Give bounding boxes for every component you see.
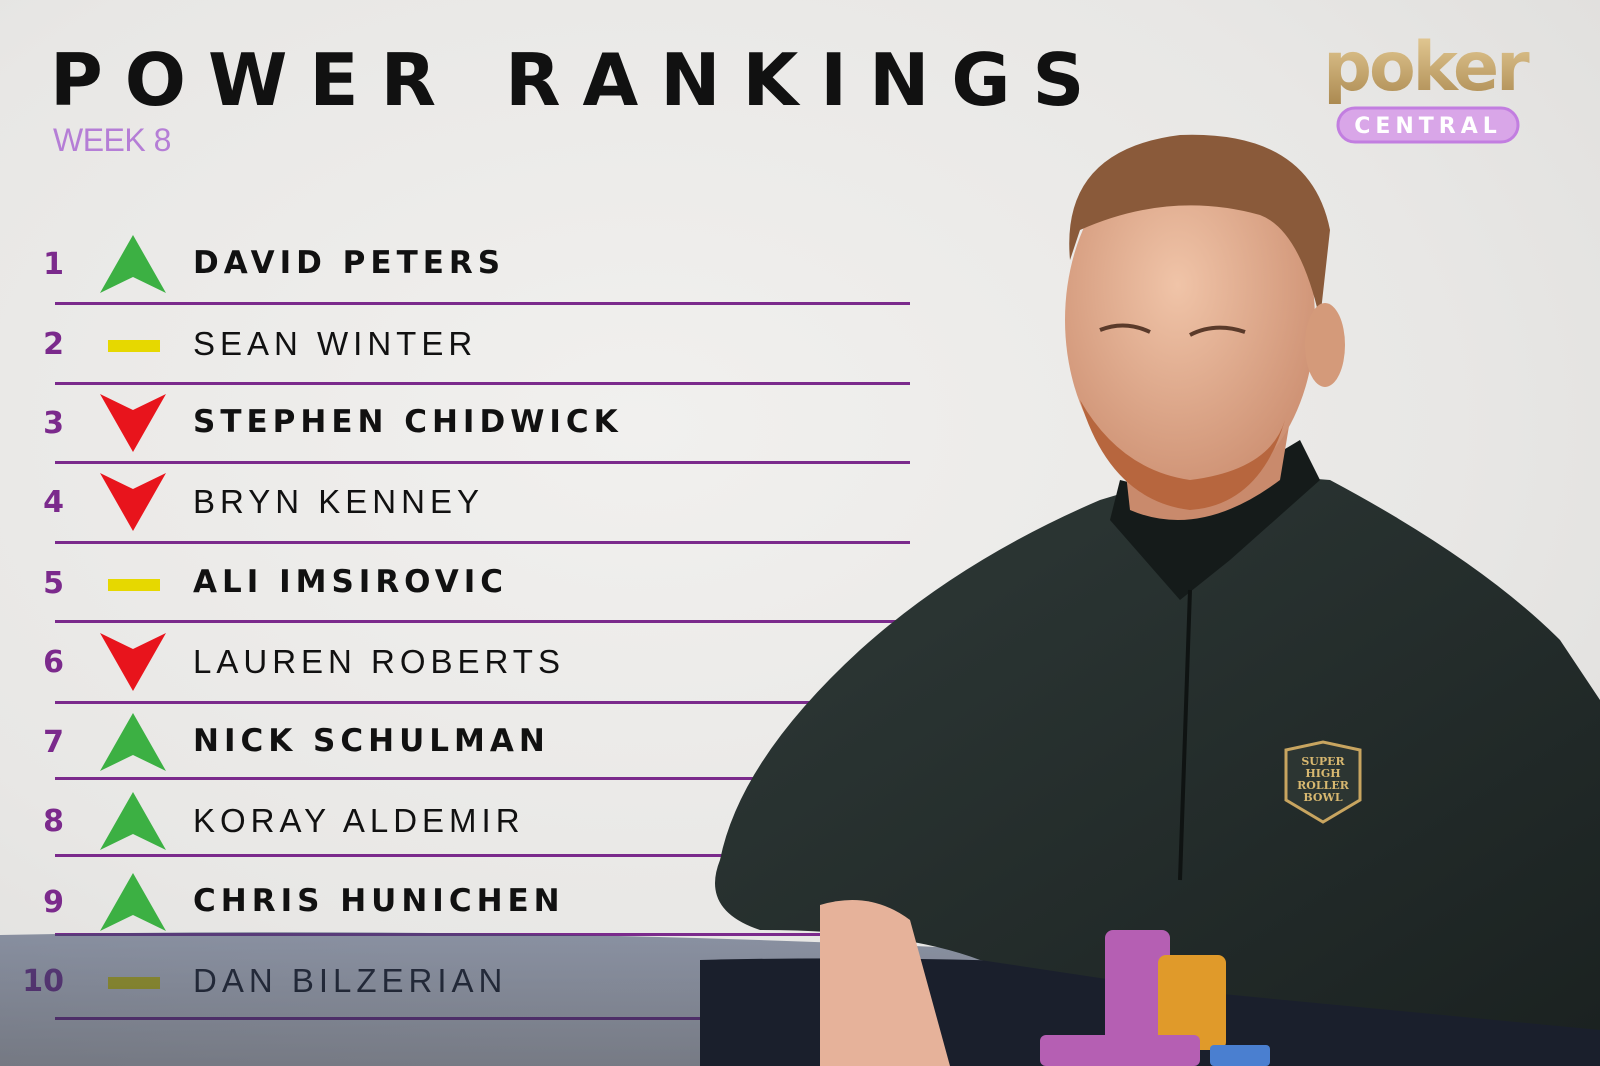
page-title: POWER RANKINGS xyxy=(50,38,1107,122)
row-divider xyxy=(55,1017,910,1020)
player-name: CHRIS HUNICHEN xyxy=(193,883,565,919)
rank-number: 3 xyxy=(43,406,64,441)
player-name: BRYN KENNEY xyxy=(193,483,484,520)
player-name: DAN BILZERIAN xyxy=(193,962,508,999)
row-divider xyxy=(55,541,910,544)
up-arrow-icon xyxy=(100,792,166,850)
row-divider xyxy=(55,854,910,857)
player-name: SEAN WINTER xyxy=(193,325,478,362)
up-arrow-icon xyxy=(100,235,166,293)
rank-number: 8 xyxy=(43,804,64,839)
player-name: LAUREN ROBERTS xyxy=(193,643,565,680)
row-divider xyxy=(55,933,910,936)
rank-number: 9 xyxy=(43,885,64,920)
svg-text:poker: poker xyxy=(1323,28,1530,107)
down-arrow-icon xyxy=(100,633,166,691)
no-change-dash-icon xyxy=(108,340,160,352)
rank-number: 5 xyxy=(43,566,64,601)
ranking-row: 6 LAUREN ROBERTS xyxy=(0,623,910,703)
row-divider xyxy=(55,461,910,464)
badge-text: SUPER HIGH ROLLER BOWL xyxy=(1297,755,1349,804)
down-arrow-icon xyxy=(100,473,166,531)
ranking-row: 5 ALI IMSIROVIC xyxy=(0,544,910,624)
row-divider xyxy=(55,701,910,704)
poker-central-logo: poker CENTRAL xyxy=(1323,28,1533,144)
rank-number: 6 xyxy=(43,645,64,680)
no-change-dash-icon xyxy=(108,977,160,989)
down-arrow-icon xyxy=(100,394,166,452)
ranking-row: 7 NICK SCHULMAN xyxy=(0,703,910,783)
ranking-row: 4 BRYN KENNEY xyxy=(0,463,910,543)
ranking-row: 3 STEPHEN CHIDWICK xyxy=(0,384,910,464)
up-arrow-icon xyxy=(100,713,166,771)
rank-number: 10 xyxy=(22,964,64,999)
row-divider xyxy=(55,382,910,385)
player-name: NICK SCHULMAN xyxy=(193,723,550,759)
row-divider xyxy=(55,777,910,780)
player-name: DAVID PETERS xyxy=(193,245,506,281)
ranking-row: 10 DAN BILZERIAN xyxy=(0,942,910,1022)
no-change-dash-icon xyxy=(108,579,160,591)
ranking-row: 2 SEAN WINTER xyxy=(0,305,910,385)
rank-number: 7 xyxy=(43,725,64,760)
row-divider xyxy=(55,620,910,623)
ranking-row: 9 CHRIS HUNICHEN xyxy=(0,863,910,943)
rank-number: 4 xyxy=(43,485,64,520)
rank-number: 1 xyxy=(43,247,64,282)
row-divider xyxy=(55,302,910,305)
ranking-row: 1 DAVID PETERS xyxy=(0,225,910,305)
svg-text:CENTRAL: CENTRAL xyxy=(1354,114,1502,139)
up-arrow-icon xyxy=(100,873,166,931)
player-name: ALI IMSIROVIC xyxy=(193,564,508,600)
week-label: WEEK 8 xyxy=(53,122,171,158)
player-name: STEPHEN CHIDWICK xyxy=(193,404,623,440)
rank-number: 2 xyxy=(43,327,64,362)
player-name: KORAY ALDEMIR xyxy=(193,802,525,839)
ranking-row: 8 KORAY ALDEMIR xyxy=(0,782,910,862)
